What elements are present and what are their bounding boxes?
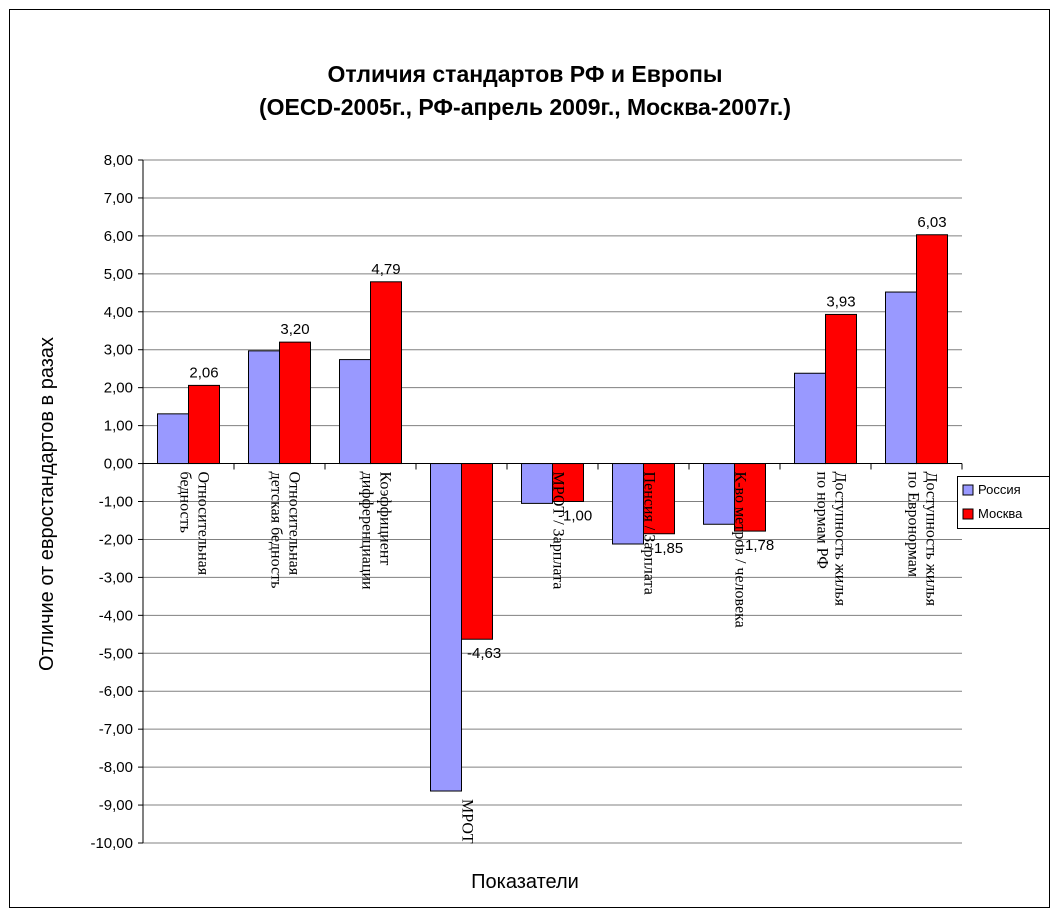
bar-moscow — [825, 313, 857, 465]
bars — [157, 234, 948, 792]
data-label: 3,20 — [280, 321, 309, 338]
bar-russia — [157, 413, 189, 465]
bar-russia — [703, 463, 735, 525]
data-label: -1,78 — [740, 537, 774, 554]
data-label: 2,06 — [189, 364, 218, 381]
category-label-line: МРОТ — [459, 799, 476, 844]
bar-russia — [885, 291, 917, 465]
legend: Россия Москва — [957, 476, 1050, 529]
legend-label-moscow: Москва — [978, 506, 1023, 521]
data-label: 3,93 — [826, 293, 855, 310]
y-axis-ticks: 8,00 7,00 6,00 5,00 4,00 3,00 2,00 1,00 0,00 -1,0… — [90, 152, 143, 852]
category-label-line: Относительная — [195, 472, 212, 576]
category-label-line: Коэффициент — [377, 472, 394, 566]
category-label-line: по Евронормам — [905, 472, 922, 577]
category-label-line: детская бедность — [268, 472, 285, 589]
bar-moscow — [370, 281, 402, 465]
legend-swatch-russia — [962, 484, 974, 496]
y-tick-label: -9,00 — [99, 797, 133, 814]
category-label-line: Доступность жилья — [923, 472, 940, 607]
category-label: К-во метров / человека — [732, 472, 749, 628]
y-tick-label: -3,00 — [99, 569, 133, 586]
bar-moscow — [461, 463, 493, 640]
data-label: 6,03 — [917, 214, 946, 231]
y-tick-label: -5,00 — [99, 645, 133, 662]
y-tick-label: 7,00 — [104, 190, 133, 207]
bar-russia — [430, 463, 462, 792]
y-tick-label: 6,00 — [104, 228, 133, 245]
y-tick-label: -1,00 — [99, 494, 133, 511]
category-label-line: по нормам РФ — [814, 472, 831, 569]
y-tick-label: -2,00 — [99, 531, 133, 548]
bar-moscow — [916, 234, 948, 465]
category-label-line: Пенсия / Зарплата — [641, 472, 658, 595]
category-label-line: Относительная — [286, 472, 303, 576]
y-tick-label: 8,00 — [104, 152, 133, 169]
category-label-line: Доступность жилья — [832, 472, 849, 607]
bar-russia — [339, 359, 371, 465]
bar-russia — [521, 463, 553, 504]
category-label: МРОТ / Зарплата — [550, 472, 567, 590]
y-axis-title: Отличие от евростандартов в разах — [36, 337, 58, 671]
bar-russia — [794, 372, 826, 465]
bar-moscow — [188, 384, 220, 465]
data-label: 4,79 — [371, 261, 400, 278]
bar-moscow — [552, 463, 584, 502]
data-label: -1,00 — [558, 508, 592, 525]
y-tick-label: 1,00 — [104, 418, 133, 435]
y-tick-label: 2,00 — [104, 380, 133, 397]
bar-russia — [248, 350, 280, 465]
legend-label-russia: Россия — [978, 482, 1021, 497]
y-tick-label: 0,00 — [104, 456, 133, 473]
y-tick-label: 3,00 — [104, 342, 133, 359]
y-tick-label: 4,00 — [104, 304, 133, 321]
y-tick-label: -10,00 — [90, 835, 133, 852]
bar-moscow — [279, 341, 311, 465]
category-label-line: бедность — [177, 472, 194, 533]
category-label-line: дифференциации — [359, 472, 376, 590]
category-label-line: К-во метров / человека — [732, 472, 749, 628]
y-tick-label: -6,00 — [99, 683, 133, 700]
category-label: Пенсия / Зарплата — [641, 472, 658, 595]
data-label: -1,85 — [649, 540, 683, 557]
data-labels: 2,06 3,20 4,79 -4,63 -1,00 -1,85 -1,78 3,93 6,03 — [189, 214, 946, 662]
category-label-line: МРОТ / Зарплата — [550, 472, 567, 590]
data-label: -4,63 — [467, 645, 501, 662]
legend-swatch-moscow — [962, 508, 974, 520]
bar-moscow — [734, 463, 766, 532]
y-tick-label: -7,00 — [99, 721, 133, 738]
chart-title-line2: (OECD-2005г., РФ-апрель 2009г., Москва-2… — [259, 94, 791, 120]
chart-title-line1: Отличия стандартов РФ и Европы — [327, 61, 722, 87]
y-tick-label: 5,00 — [104, 266, 133, 283]
axes — [142, 160, 963, 843]
x-axis-title: Показатели — [471, 871, 579, 893]
bar-russia — [612, 463, 644, 545]
y-tick-label: -4,00 — [99, 607, 133, 624]
category-label: МРОТ — [459, 799, 476, 844]
y-tick-label: -8,00 — [99, 759, 133, 776]
